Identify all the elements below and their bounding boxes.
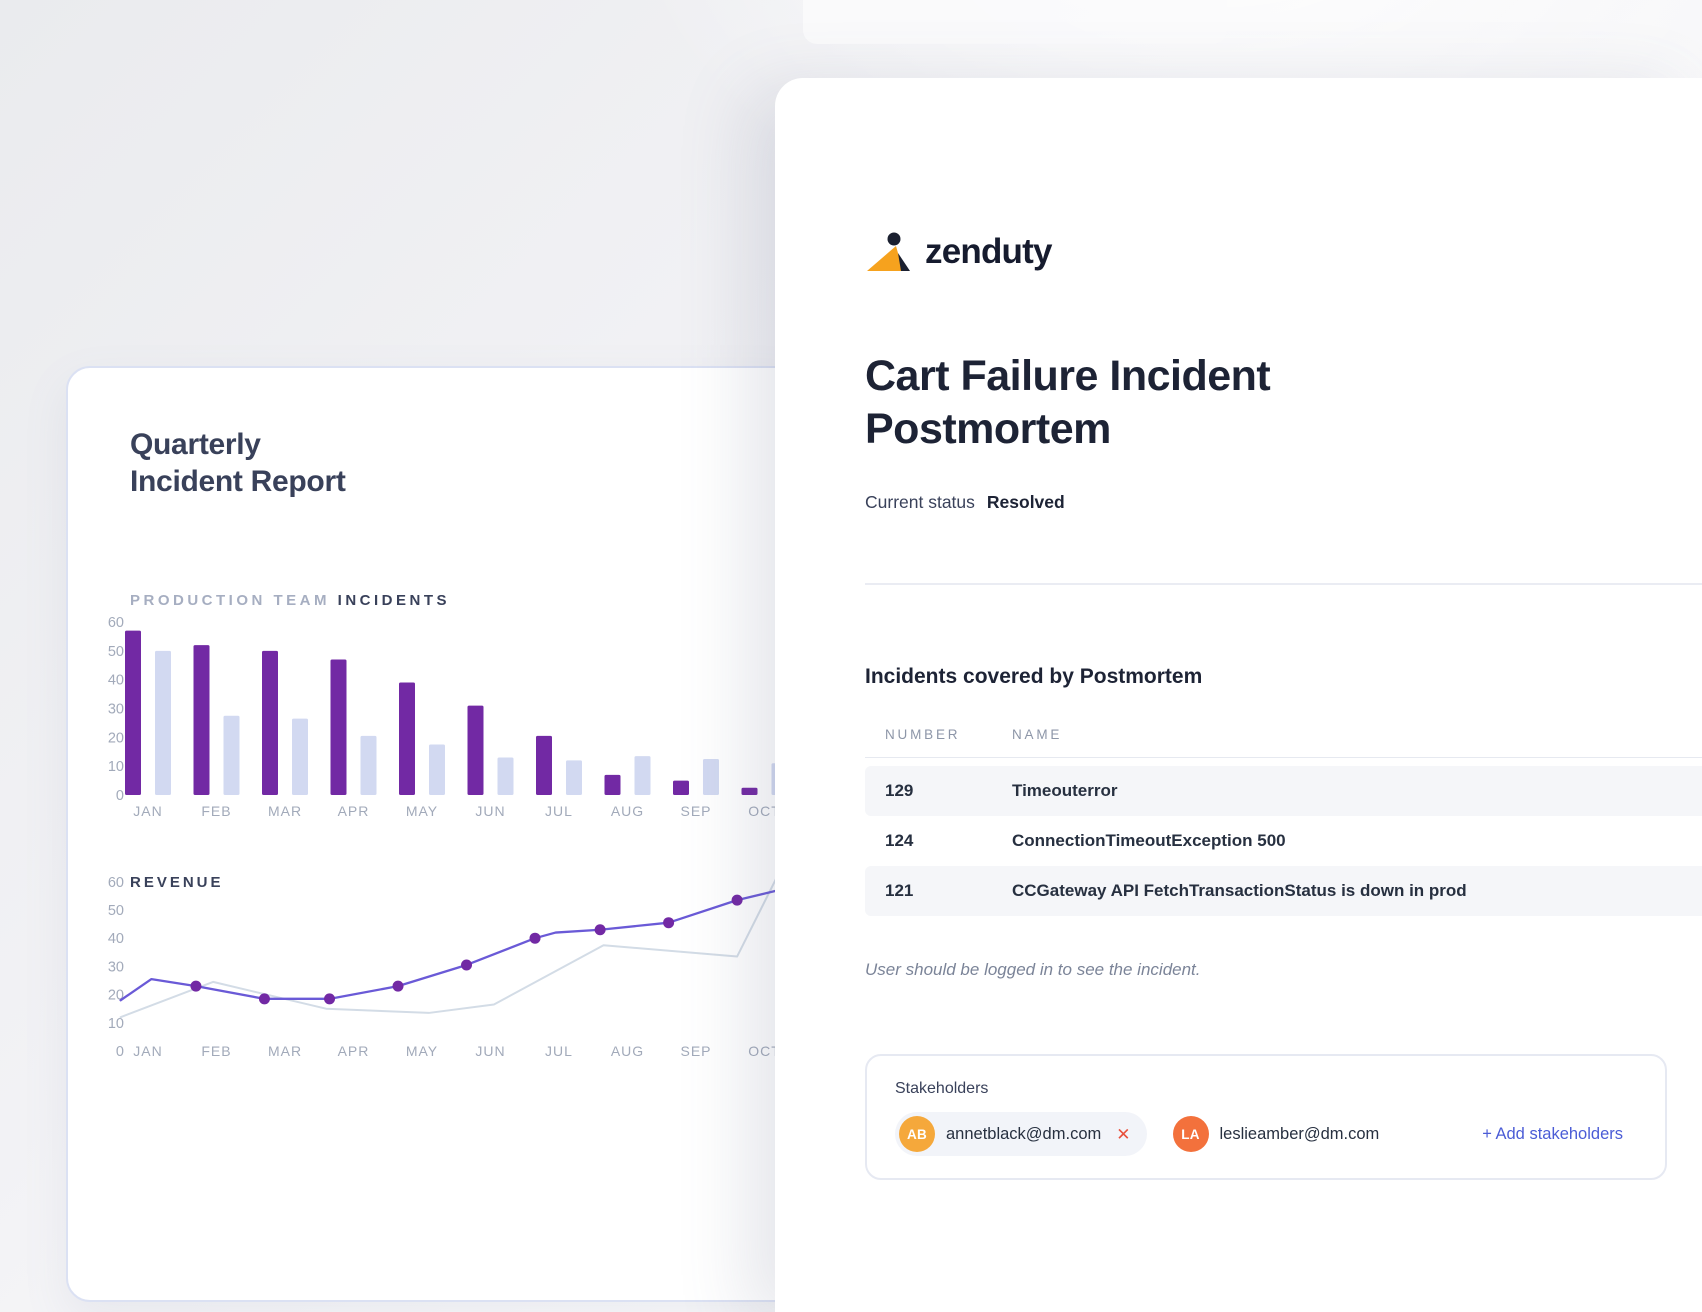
page-title: Cart Failure Incident Postmortem	[865, 352, 1271, 453]
svg-text:30: 30	[108, 702, 124, 718]
svg-text:60: 60	[108, 875, 124, 891]
incidents-chart-label-bold: INCIDENTS	[337, 592, 451, 609]
svg-text:APR: APR	[338, 803, 370, 819]
svg-text:AUG: AUG	[611, 1043, 644, 1059]
svg-text:OCT: OCT	[748, 803, 781, 819]
section-divider	[865, 583, 1702, 585]
incidents-chart-label-light: PRODUCTION TEAM	[130, 592, 330, 609]
svg-text:MAY: MAY	[406, 803, 438, 819]
remove-stakeholder-icon[interactable]: ✕	[1116, 1124, 1131, 1144]
stakeholder-email: leslieamber@dm.com	[1219, 1124, 1380, 1143]
column-header-number: NUMBER	[885, 727, 961, 742]
svg-text:0: 0	[116, 1044, 124, 1060]
revenue-chart-label: REVENUE	[130, 874, 224, 891]
incidents-chart-label: PRODUCTION TEAM INCIDENTS	[130, 592, 450, 609]
svg-text:AUG: AUG	[611, 803, 644, 819]
svg-text:40: 40	[108, 673, 124, 689]
stakeholders-card: Stakeholders AB annetblack@dm.com ✕ LA l…	[865, 1054, 1667, 1180]
svg-text:JUL: JUL	[545, 803, 573, 819]
current-status: Current status Resolved	[865, 492, 1702, 513]
svg-text:MAR: MAR	[268, 1043, 302, 1059]
svg-text:20: 20	[108, 730, 124, 746]
svg-text:JAN: JAN	[133, 1043, 162, 1059]
svg-text:JUL: JUL	[545, 1043, 573, 1059]
column-header-name: NAME	[1012, 727, 1063, 742]
stakeholder-email: annetblack@dm.com	[946, 1124, 1102, 1143]
stakeholder-chip: AB annetblack@dm.com ✕	[895, 1112, 1147, 1156]
svg-text:APR: APR	[338, 1043, 370, 1059]
report-card-title: Quarterly Incident Report	[130, 428, 346, 498]
table-row: 124 ConnectionTimeoutException 500	[865, 816, 1702, 866]
incidents-table-body: 129 Timeouterror 124 ConnectionTimeoutExcep…	[865, 766, 1702, 916]
svg-text:20: 20	[108, 988, 124, 1004]
stakeholder-chip: LA leslieamber@dm.com	[1169, 1112, 1396, 1156]
status-value: Resolved	[986, 492, 1065, 512]
svg-text:JAN: JAN	[133, 803, 162, 819]
incident-note: User should be logged in to see the inci…	[865, 960, 1201, 979]
table-row: 129 Timeouterror	[865, 766, 1702, 816]
svg-text:SEP: SEP	[680, 1043, 711, 1059]
svg-text:MAY: MAY	[406, 1043, 438, 1059]
postmortem-panel: zenduty Cart Failure Incident Postmortem…	[775, 78, 1702, 1312]
svg-text:JUN: JUN	[475, 1043, 505, 1059]
incident-name: ConnectionTimeoutException 500	[1012, 831, 1286, 850]
avatar: LA	[1172, 1116, 1209, 1152]
svg-text:JUN: JUN	[475, 803, 505, 819]
svg-text:50: 50	[108, 903, 124, 919]
svg-text:10: 10	[108, 759, 124, 775]
revenue-line-chart: 60 50 40 30 20 10 0 JAN FEB MAR APR MAY JUN JUL AUG SEP…	[108, 866, 783, 1060]
incidents-table-header: NUMBER NAME	[865, 727, 1702, 742]
svg-text:FEB: FEB	[201, 803, 231, 819]
svg-text:OCT: OCT	[748, 1043, 781, 1059]
incident-number: 129	[885, 781, 914, 800]
svg-text:60: 60	[108, 615, 124, 631]
status-label: Current status	[865, 492, 975, 512]
avatar: AB	[899, 1116, 935, 1152]
table-row: 121 CCGateway API FetchTransactionStatus …	[865, 866, 1702, 916]
svg-text:FEB: FEB	[201, 1043, 231, 1059]
svg-text:40: 40	[108, 931, 124, 947]
brand-wordmark: zenduty	[925, 232, 1052, 271]
incidents-section-heading: Incidents covered by Postmortem	[865, 665, 1203, 688]
background-card-strip	[803, 0, 1227, 44]
zenduty-logo-icon	[867, 232, 910, 271]
quarterly-report-card: Quarterly Incident Report PRODUCTION TEA…	[66, 366, 808, 1302]
svg-text:10: 10	[108, 1016, 124, 1032]
add-stakeholders-button[interactable]: + Add stakeholders	[1482, 1124, 1623, 1143]
incident-number: 124	[885, 831, 914, 850]
stakeholders-chips: AB annetblack@dm.com ✕ LA leslieamber@dm…	[895, 1112, 1637, 1156]
svg-text:SEP: SEP	[680, 803, 711, 819]
stakeholders-label: Stakeholders	[895, 1080, 989, 1097]
incident-number: 121	[885, 881, 914, 900]
brand-logo: zenduty	[865, 230, 1702, 274]
svg-text:0: 0	[116, 788, 124, 804]
incidents-bar-chart: 60 50 40 30 20 10 0 JAN FEB MAR APR MAY JUN JUL AUG SEP…	[108, 615, 788, 819]
svg-text:50: 50	[108, 644, 124, 660]
svg-text:30: 30	[108, 959, 124, 975]
table-header-rule	[865, 757, 1702, 758]
incident-name: CCGateway API FetchTransactionStatus is …	[1012, 881, 1467, 900]
incident-name: Timeouterror	[1012, 781, 1118, 800]
svg-text:MAR: MAR	[268, 803, 302, 819]
